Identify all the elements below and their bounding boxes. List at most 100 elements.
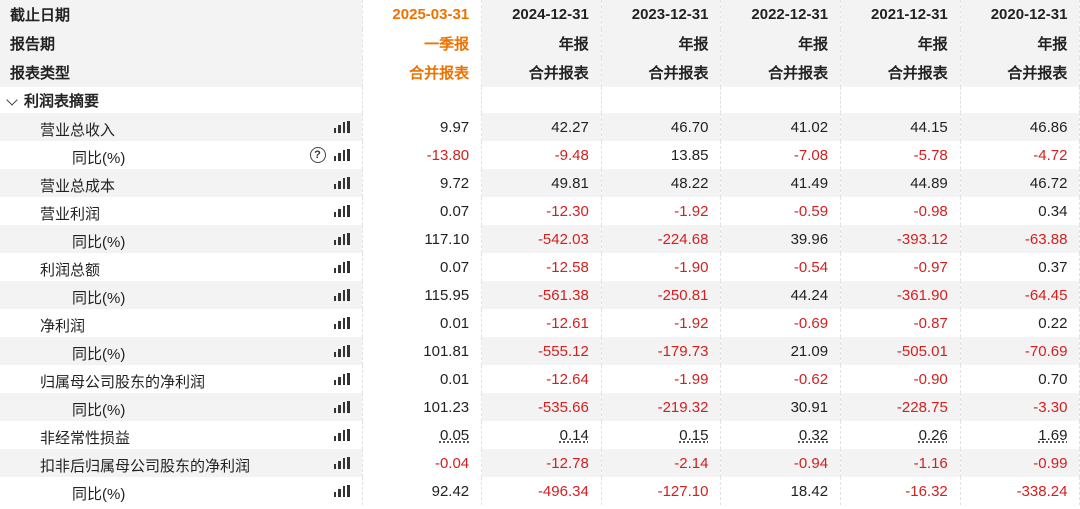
value-text: -0.62 bbox=[793, 370, 829, 388]
value-cell: -250.81 bbox=[601, 281, 722, 309]
bar-chart-icon[interactable] bbox=[333, 345, 350, 357]
bar-chart-icon-bar bbox=[342, 262, 345, 273]
value-cell: -0.97 bbox=[840, 253, 961, 281]
bar-chart-icon-bar bbox=[347, 429, 350, 441]
value-cell: -0.54 bbox=[720, 253, 842, 281]
header-cell: 合并报表 bbox=[720, 58, 842, 87]
value-cell: 46.86 bbox=[960, 113, 1080, 141]
bar-chart-icon-bar bbox=[333, 380, 336, 385]
value-text: 44.24 bbox=[790, 286, 829, 304]
header-cell: 合并报表 bbox=[481, 58, 602, 87]
bar-chart-icon[interactable] bbox=[333, 457, 350, 469]
value-text: 46.72 bbox=[1029, 174, 1068, 192]
value-text: -0.54 bbox=[793, 258, 829, 276]
bar-chart-icon-bar bbox=[333, 128, 336, 133]
value-cell: 21.09 bbox=[720, 337, 842, 365]
value-text: 9.97 bbox=[439, 118, 470, 136]
bar-chart-icon[interactable] bbox=[333, 177, 350, 189]
header-label: 截止日期 bbox=[0, 0, 363, 29]
bar-chart-icon-bar bbox=[347, 233, 350, 245]
value-text: -0.94 bbox=[793, 454, 829, 472]
header-cell: 2024-12-31 bbox=[481, 0, 602, 29]
row-label: 归属母公司股东的净利润 bbox=[40, 374, 206, 391]
row-label: 同比(%) bbox=[72, 234, 126, 251]
bar-chart-icon-bar bbox=[338, 405, 341, 413]
value-cell: 13.85 bbox=[601, 141, 722, 169]
value-cell: 0.01 bbox=[362, 365, 483, 393]
value-text: -219.32 bbox=[657, 398, 709, 416]
value-cell: 39.96 bbox=[720, 225, 842, 253]
value-text: -5.78 bbox=[913, 146, 948, 164]
value-text: -561.38 bbox=[537, 286, 589, 304]
value-cell: 0.34 bbox=[960, 197, 1080, 225]
value-cell: 0.14 bbox=[481, 421, 602, 449]
bar-chart-icon[interactable] bbox=[333, 205, 350, 217]
question-circle-icon[interactable]: ? bbox=[309, 147, 326, 163]
row-label-cell: 同比(%)? bbox=[0, 141, 363, 169]
value-cell: 0.07 bbox=[362, 253, 483, 281]
value-cell: -0.62 bbox=[720, 365, 842, 393]
bar-chart-icon-bar bbox=[333, 436, 336, 441]
bar-chart-icon[interactable] bbox=[333, 485, 350, 497]
header-cell: 合并报表 bbox=[960, 58, 1080, 87]
value-cell: -1.16 bbox=[840, 449, 961, 477]
bar-chart-icon-bar bbox=[338, 377, 341, 385]
bar-chart-icon[interactable] bbox=[333, 149, 350, 161]
value-cell: 0.15 bbox=[601, 421, 722, 449]
row-label-cell: 归属母公司股东的净利润 bbox=[0, 365, 363, 393]
value-cell: -64.45 bbox=[960, 281, 1080, 309]
empty-cell bbox=[362, 87, 483, 113]
bar-chart-icon-bar bbox=[338, 293, 341, 301]
value-text: -393.12 bbox=[896, 230, 948, 248]
value-text: -16.32 bbox=[905, 482, 948, 500]
bar-chart-icon[interactable] bbox=[333, 233, 350, 245]
value-cell: 92.42 bbox=[362, 477, 483, 505]
table-row: 净利润 0.01 -12.61 -1.92 -0.69 -0.87 0.22 bbox=[0, 309, 1080, 337]
bar-chart-icon-bar bbox=[342, 178, 345, 189]
bar-chart-icon-bar bbox=[338, 489, 341, 497]
section-title: 利润表摘要 bbox=[24, 92, 100, 110]
header-row: 截止日期 2025-03-31 2024-12-31 2023-12-31 2022-1… bbox=[0, 0, 1080, 29]
value-text: -63.88 bbox=[1024, 230, 1068, 248]
value-text: 101.81 bbox=[423, 342, 470, 360]
value-text: -0.98 bbox=[913, 202, 948, 220]
bar-chart-icon[interactable] bbox=[333, 289, 350, 301]
chevron-down-icon[interactable] bbox=[6, 94, 18, 106]
row-label-cell: 同比(%) bbox=[0, 337, 363, 365]
bar-chart-icon[interactable] bbox=[333, 261, 350, 273]
value-text: 46.70 bbox=[670, 118, 709, 136]
section-toggle[interactable]: 利润表摘要 bbox=[0, 87, 363, 113]
bar-chart-icon-bar bbox=[347, 485, 350, 497]
row-label-cell: 利润总额 bbox=[0, 253, 363, 281]
value-text: -1.92 bbox=[674, 314, 709, 332]
bar-chart-icon-bar bbox=[338, 461, 341, 469]
value-cell: -1.92 bbox=[601, 197, 722, 225]
bar-chart-icon[interactable] bbox=[333, 401, 350, 413]
header-cell: 年报 bbox=[481, 29, 602, 58]
value-text: 13.85 bbox=[670, 146, 709, 164]
bar-chart-icon[interactable] bbox=[333, 429, 350, 441]
row-label: 净利润 bbox=[40, 318, 86, 335]
bar-chart-icon[interactable] bbox=[333, 121, 350, 133]
bar-chart-icon[interactable] bbox=[333, 317, 350, 329]
value-cell: -7.08 bbox=[720, 141, 842, 169]
value-cell: -542.03 bbox=[481, 225, 602, 253]
value-text: 1.69 bbox=[1038, 426, 1068, 444]
value-text: -0.97 bbox=[913, 258, 948, 276]
bar-chart-icon-bar bbox=[342, 290, 345, 301]
bar-chart-icon-bar bbox=[338, 433, 341, 441]
value-text: -12.61 bbox=[546, 314, 589, 332]
bar-chart-icon-bar bbox=[347, 261, 350, 273]
section-row[interactable]: 利润表摘要 bbox=[0, 87, 1080, 113]
value-cell: -338.24 bbox=[960, 477, 1080, 505]
bar-chart-icon-bar bbox=[338, 209, 341, 217]
value-text: 9.72 bbox=[439, 174, 470, 192]
value-cell: -3.30 bbox=[960, 393, 1080, 421]
value-text: 41.02 bbox=[790, 118, 829, 136]
value-cell: -0.04 bbox=[362, 449, 483, 477]
bar-chart-icon-bar bbox=[342, 430, 345, 441]
bar-chart-icon[interactable] bbox=[333, 373, 350, 385]
row-label-cell: 非经常性损益 bbox=[0, 421, 363, 449]
empty-cell bbox=[601, 87, 722, 113]
value-text: -7.08 bbox=[793, 146, 829, 164]
